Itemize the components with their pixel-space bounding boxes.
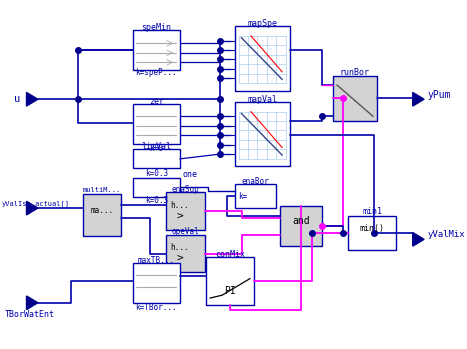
Text: ma...: ma... [91,207,114,215]
Text: multiM...: multiM... [83,187,121,193]
Text: >: > [177,211,183,222]
Text: maxTB...: maxTB... [138,256,175,265]
Bar [348,216,396,250]
Text: runBor: runBor [340,68,370,77]
Text: limVal: limVal [141,142,171,151]
Text: k=TBor...: k=TBor... [135,303,177,312]
Bar [206,257,254,305]
Text: k=0.3: k=0.3 [145,169,168,178]
Bar [133,30,180,70]
Polygon shape [413,92,424,106]
Text: and: and [292,216,310,227]
Text: h...: h... [170,201,189,210]
Text: yPum: yPum [428,89,452,99]
Bar [280,206,322,246]
Text: k=: k= [239,192,248,201]
Text: opeVal: opeVal [172,227,199,236]
Text: k=speP...: k=speP... [135,68,177,77]
Bar [133,104,180,144]
Bar [83,194,121,236]
Text: conMix: conMix [215,250,245,259]
Text: zer: zer [149,97,164,106]
Polygon shape [27,201,38,215]
Polygon shape [27,296,38,310]
Bar [133,263,180,303]
Bar [133,149,180,168]
Bar [133,178,180,197]
Text: one: one [183,170,198,179]
Text: TBorWatEnt: TBorWatEnt [5,310,55,319]
Text: speMin: speMin [141,23,171,32]
Polygon shape [27,92,38,106]
Bar [235,102,290,166]
Polygon shape [413,232,424,246]
Text: >: > [177,254,183,264]
Bar [166,235,205,273]
Text: h...: h... [170,243,189,252]
Text: enaBor: enaBor [242,177,269,186]
Text: enaSup: enaSup [172,185,199,194]
Text: k=0.3: k=0.3 [145,196,168,205]
Text: u: u [14,94,21,104]
Text: min1: min1 [362,207,382,216]
Bar [333,76,377,121]
Text: k=0: k=0 [149,144,163,153]
Text: yValMix: yValMix [428,230,466,239]
Text: mapVal: mapVal [247,95,277,104]
Text: mapSpe: mapSpe [247,19,277,28]
Text: PI: PI [224,287,236,296]
Bar [235,26,290,91]
Text: min(): min() [360,224,384,233]
Bar [235,184,276,208]
Text: yValIso_actual[]: yValIso_actual[] [2,200,70,207]
Bar [166,192,205,230]
